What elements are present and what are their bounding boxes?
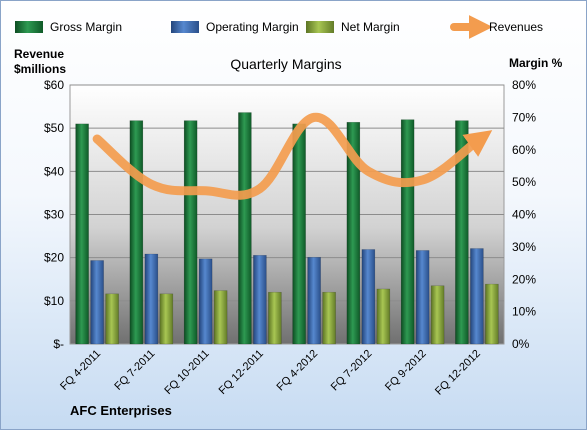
bar-operating-margin — [470, 248, 484, 345]
revenue-line — [92, 112, 493, 200]
bar-net-margin — [322, 291, 336, 345]
bar-gross-margin — [455, 120, 469, 345]
legend-swatch-net-margin — [306, 21, 334, 33]
legend-swatch-operating-margin — [171, 21, 199, 33]
bar-gross-margin — [183, 120, 198, 345]
legend-label-revenues: Revenues — [489, 20, 543, 34]
right-tick-label: 20% — [512, 272, 536, 286]
legend-label-operating-margin: Operating Margin — [206, 20, 299, 34]
category-label: FQ 10-2011 — [162, 348, 211, 397]
legend-label-gross-margin: Gross Margin — [50, 20, 122, 34]
bars — [75, 112, 499, 345]
left-tick-label: $- — [53, 337, 64, 351]
category-label: FQ 12-2012 — [433, 348, 483, 398]
bar-net-margin — [485, 283, 499, 345]
revenues-line — [92, 112, 493, 200]
right-tick-label: 30% — [512, 240, 536, 254]
bar-net-margin — [105, 293, 119, 345]
right-axis-label: Margin % — [509, 56, 563, 70]
bar-operating-margin — [361, 249, 376, 345]
left-axis-label-line2: $millions — [14, 62, 66, 76]
right-tick-label: 0% — [512, 337, 530, 351]
left-tick-label: $20 — [44, 251, 64, 265]
bar-net-margin — [159, 293, 174, 345]
bar-operating-margin — [90, 260, 104, 345]
bar-operating-margin — [253, 255, 267, 345]
category-label: FQ 4-2012 — [275, 348, 321, 394]
category-label: FQ 12-2011 — [217, 348, 266, 397]
legend: Gross Margin Operating Margin Net Margin Re… — [15, 15, 543, 39]
bar-net-margin — [376, 288, 391, 345]
right-tick-label: 50% — [512, 175, 536, 189]
bar-gross-margin — [75, 123, 89, 345]
legend-swatch-gross-margin — [15, 21, 43, 33]
bar-operating-margin — [415, 250, 430, 345]
left-axis-ticks: $- $10 $20 $30 $40 $50 $60 — [44, 78, 64, 351]
bar-operating-margin — [307, 256, 321, 345]
category-label: FQ 7-2012 — [329, 348, 375, 394]
bar-net-margin — [213, 290, 228, 345]
right-tick-label: 10% — [512, 305, 536, 319]
bar-operating-margin — [198, 258, 213, 345]
category-label: FQ 7-2011 — [112, 348, 157, 393]
bar-gross-margin — [238, 112, 252, 345]
bar-net-margin — [430, 285, 445, 345]
left-tick-label: $50 — [44, 121, 64, 135]
left-tick-label: $40 — [44, 164, 64, 178]
left-tick-label: $30 — [44, 208, 64, 222]
bar-gross-margin — [400, 119, 415, 345]
bar-gross-margin — [292, 123, 306, 345]
bar-net-margin — [268, 291, 282, 345]
right-axis-ticks: 0% 10% 20% 30% 40% 50% 60% 70% 80% — [512, 78, 536, 351]
right-tick-label: 80% — [512, 78, 536, 92]
left-tick-label: $10 — [44, 294, 64, 308]
legend-label-net-margin: Net Margin — [341, 20, 400, 34]
bar-gross-margin — [129, 120, 144, 345]
right-tick-label: 40% — [512, 208, 536, 222]
category-label: FQ 9-2012 — [383, 348, 429, 394]
right-tick-label: 70% — [512, 110, 536, 124]
bar-gross-margin — [346, 121, 361, 345]
right-tick-label: 60% — [512, 143, 536, 157]
chart-title: Quarterly Margins — [230, 56, 341, 72]
category-axis-ticks: FQ 4-2011 FQ 7-2011 FQ 10-2011 FQ 12-2011 FQ… — [58, 348, 483, 398]
left-axis-label-line1: Revenue — [14, 47, 64, 61]
bar-operating-margin — [144, 253, 159, 345]
footer-company-name: AFC Enterprises — [70, 403, 172, 418]
category-label: FQ 4-2011 — [58, 348, 103, 393]
left-tick-label: $60 — [44, 78, 64, 92]
